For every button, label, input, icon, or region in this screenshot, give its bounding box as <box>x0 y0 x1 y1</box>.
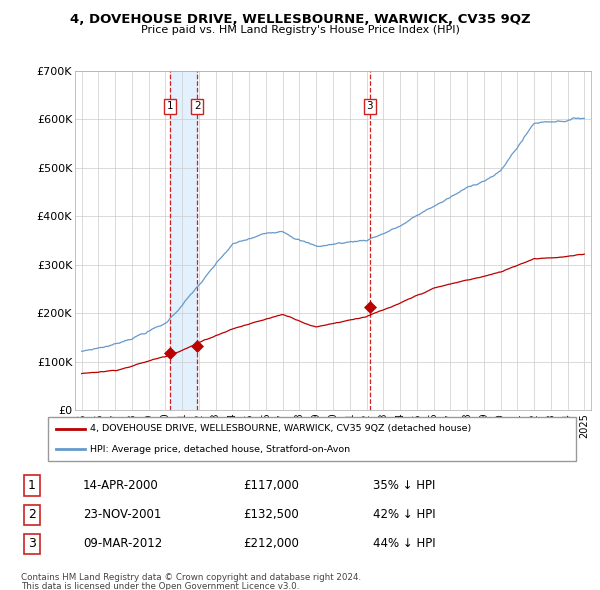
Text: 35% ↓ HPI: 35% ↓ HPI <box>373 479 436 492</box>
Text: 14-APR-2000: 14-APR-2000 <box>83 479 158 492</box>
Bar <box>170 71 197 410</box>
Text: £117,000: £117,000 <box>244 479 299 492</box>
Text: Contains HM Land Registry data © Crown copyright and database right 2024.: Contains HM Land Registry data © Crown c… <box>21 573 361 582</box>
Text: 1: 1 <box>28 479 36 492</box>
Text: £212,000: £212,000 <box>244 537 299 550</box>
Text: 2: 2 <box>28 508 36 522</box>
Text: £132,500: £132,500 <box>244 508 299 522</box>
Text: 3: 3 <box>367 101 373 112</box>
Text: 42% ↓ HPI: 42% ↓ HPI <box>373 508 436 522</box>
Text: 2: 2 <box>194 101 200 112</box>
Text: 4, DOVEHOUSE DRIVE, WELLESBOURNE, WARWICK, CV35 9QZ: 4, DOVEHOUSE DRIVE, WELLESBOURNE, WARWIC… <box>70 13 530 26</box>
Text: This data is licensed under the Open Government Licence v3.0.: This data is licensed under the Open Gov… <box>21 582 299 590</box>
Text: 23-NOV-2001: 23-NOV-2001 <box>83 508 161 522</box>
Text: HPI: Average price, detached house, Stratford-on-Avon: HPI: Average price, detached house, Stra… <box>90 445 350 454</box>
Text: 09-MAR-2012: 09-MAR-2012 <box>83 537 162 550</box>
Text: 44% ↓ HPI: 44% ↓ HPI <box>373 537 436 550</box>
Text: 4, DOVEHOUSE DRIVE, WELLESBOURNE, WARWICK, CV35 9QZ (detached house): 4, DOVEHOUSE DRIVE, WELLESBOURNE, WARWIC… <box>90 424 472 433</box>
Text: Price paid vs. HM Land Registry's House Price Index (HPI): Price paid vs. HM Land Registry's House … <box>140 25 460 35</box>
Text: 1: 1 <box>167 101 173 112</box>
Text: 3: 3 <box>28 537 36 550</box>
FancyBboxPatch shape <box>48 417 576 461</box>
